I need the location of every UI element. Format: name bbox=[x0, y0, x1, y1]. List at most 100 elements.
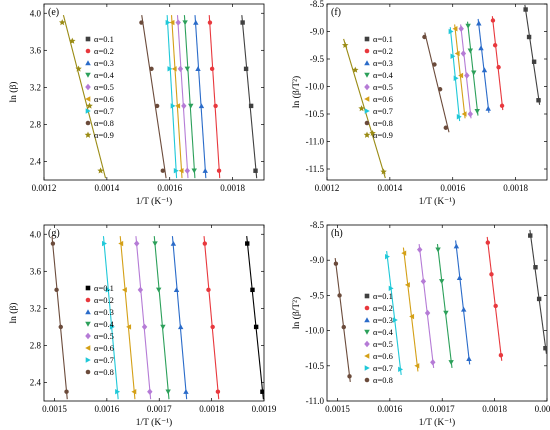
legend-marker bbox=[364, 72, 370, 78]
legend-marker bbox=[85, 120, 91, 126]
chart-panel-2: (g) 0.0015 0.0016 0.0017 0.0018 0.0019 2.4 2.8 3… bbox=[8, 224, 277, 428]
legend: α=0.1 α=0.2 α=0.3 α=0.4 α=0.5 α=0.6 α=0.7 α=0.8… bbox=[363, 34, 394, 140]
data-point bbox=[165, 389, 171, 395]
data-point bbox=[126, 324, 132, 330]
data-point bbox=[456, 275, 463, 280]
data-point bbox=[460, 50, 467, 57]
data-point bbox=[121, 287, 127, 293]
data-point bbox=[118, 240, 124, 247]
legend: α=0.1 α=0.2 α=0.3 α=0.4 α=0.5 α=0.6 α=0.7 α=0.8… bbox=[84, 34, 115, 140]
legend-marker bbox=[364, 60, 370, 66]
panel-label: (h) bbox=[331, 228, 343, 239]
data-point bbox=[420, 278, 427, 285]
fit-line bbox=[102, 236, 119, 400]
data-point bbox=[154, 103, 160, 109]
data-point bbox=[380, 168, 387, 175]
data-point bbox=[439, 279, 445, 285]
data-point bbox=[250, 287, 255, 293]
legend-marker bbox=[364, 340, 370, 348]
data-point bbox=[496, 65, 501, 70]
fit-line bbox=[343, 38, 386, 179]
legend-label: α=0.3 bbox=[94, 307, 114, 317]
y-tick-label: 3.2 bbox=[30, 82, 41, 92]
legend-marker bbox=[85, 96, 91, 102]
legend-label: α=0.8 bbox=[94, 118, 114, 128]
legend-marker bbox=[364, 317, 370, 323]
legend-label: α=0.1 bbox=[94, 283, 114, 293]
fit-line bbox=[246, 236, 264, 400]
fit-line bbox=[436, 243, 453, 368]
data-point bbox=[492, 43, 498, 48]
data-point bbox=[97, 167, 104, 174]
data-point bbox=[175, 19, 181, 26]
data-point bbox=[182, 20, 188, 26]
x-axis-title: 1/T (K⁻¹) bbox=[419, 417, 455, 428]
legend-marker bbox=[85, 297, 91, 303]
legend-marker bbox=[85, 285, 91, 291]
data-point bbox=[369, 129, 376, 136]
data-point bbox=[134, 240, 140, 247]
legend-label: α=0.7 bbox=[94, 355, 114, 365]
data-point bbox=[490, 18, 496, 23]
data-point bbox=[147, 388, 153, 395]
data-point bbox=[461, 306, 467, 312]
data-point bbox=[523, 7, 528, 12]
data-point bbox=[209, 66, 215, 72]
plot-frame bbox=[326, 224, 548, 402]
data-point bbox=[430, 359, 436, 366]
data-point bbox=[149, 66, 154, 72]
data-point bbox=[414, 363, 420, 369]
data-point bbox=[435, 247, 441, 253]
data-point bbox=[170, 103, 176, 109]
data-point bbox=[193, 19, 199, 25]
data-point bbox=[464, 72, 470, 79]
legend-marker bbox=[85, 321, 91, 327]
data-point bbox=[536, 296, 542, 302]
data-point bbox=[481, 67, 488, 73]
data-point bbox=[170, 240, 177, 246]
fit-line bbox=[402, 247, 419, 372]
legend-label: α=0.6 bbox=[94, 343, 114, 353]
legend-label: α=0.3 bbox=[373, 315, 393, 325]
x-tick-label: 0.0012 bbox=[32, 183, 57, 193]
legend-marker bbox=[85, 345, 91, 351]
data-point bbox=[417, 246, 423, 253]
legend-label: α=0.6 bbox=[373, 94, 393, 104]
plot-frame bbox=[326, 3, 548, 181]
data-point bbox=[498, 353, 504, 358]
data-point bbox=[206, 287, 211, 293]
legend-label: α=0.4 bbox=[94, 70, 115, 80]
data-point bbox=[358, 105, 365, 112]
data-point bbox=[453, 75, 459, 81]
y-tick-label: -11.0 bbox=[306, 396, 325, 406]
legend-marker bbox=[85, 48, 91, 54]
fit-line bbox=[203, 236, 220, 400]
chart-panel-0: (e) 0.0012 0.0014 0.0016 0.0018 2.4 2.8 3.2 3.6 4… bbox=[8, 3, 265, 207]
x-tick-label: 0.0014 bbox=[377, 183, 402, 193]
data-point bbox=[115, 389, 121, 395]
data-point bbox=[528, 233, 533, 238]
data-point bbox=[489, 272, 494, 277]
data-point bbox=[58, 324, 63, 330]
data-point bbox=[207, 20, 213, 25]
data-point bbox=[443, 125, 448, 130]
data-point bbox=[352, 66, 359, 73]
chart-panel-1: (f) 0.0012 0.0014 0.0016 0.0018 -8.5 -9.0 -9.5 -… bbox=[291, 0, 548, 207]
fit-line bbox=[524, 4, 541, 105]
legend-label: α=0.3 bbox=[94, 58, 114, 68]
legend-label: α=0.9 bbox=[94, 130, 114, 140]
y-tick-label: -11.0 bbox=[306, 137, 325, 147]
fit-line bbox=[62, 14, 107, 179]
legend-label: α=0.8 bbox=[373, 118, 393, 128]
data-point bbox=[432, 62, 437, 67]
legend-label: α=0.4 bbox=[373, 327, 394, 337]
data-point bbox=[248, 103, 254, 109]
fit-line bbox=[153, 236, 170, 400]
fit-line bbox=[183, 15, 196, 179]
data-point bbox=[333, 261, 339, 266]
y-tick-label: -8.5 bbox=[310, 220, 325, 230]
legend-label: α=0.9 bbox=[373, 130, 393, 140]
data-point bbox=[86, 102, 93, 109]
data-point bbox=[160, 168, 165, 173]
legend-label: α=0.4 bbox=[373, 70, 394, 80]
